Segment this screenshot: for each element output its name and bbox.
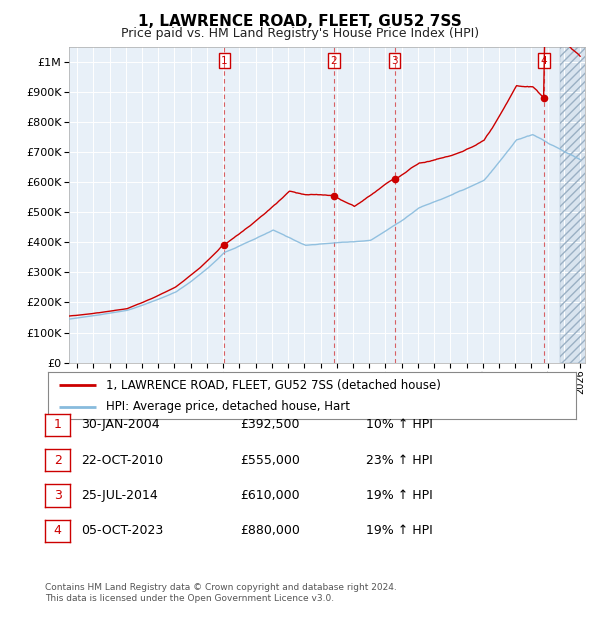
Text: 23% ↑ HPI: 23% ↑ HPI: [366, 454, 433, 466]
Text: 30-JAN-2004: 30-JAN-2004: [81, 418, 160, 431]
Text: 05-OCT-2023: 05-OCT-2023: [81, 525, 163, 537]
Text: 1: 1: [221, 56, 228, 66]
Text: 3: 3: [391, 56, 398, 66]
Text: 25-JUL-2014: 25-JUL-2014: [81, 489, 158, 502]
Text: 19% ↑ HPI: 19% ↑ HPI: [366, 489, 433, 502]
Text: £880,000: £880,000: [240, 525, 300, 537]
Text: 3: 3: [53, 489, 62, 502]
Bar: [560, 46, 593, 363]
Text: 22-OCT-2010: 22-OCT-2010: [81, 454, 163, 466]
Text: 1: 1: [53, 418, 62, 431]
Text: Contains HM Land Registry data © Crown copyright and database right 2024.: Contains HM Land Registry data © Crown c…: [45, 583, 397, 592]
Text: 19% ↑ HPI: 19% ↑ HPI: [366, 525, 433, 537]
Text: This data is licensed under the Open Government Licence v3.0.: This data is licensed under the Open Gov…: [45, 594, 334, 603]
Text: HPI: Average price, detached house, Hart: HPI: Average price, detached house, Hart: [106, 401, 350, 414]
Text: 2: 2: [331, 56, 337, 66]
Text: Price paid vs. HM Land Registry's House Price Index (HPI): Price paid vs. HM Land Registry's House …: [121, 27, 479, 40]
Text: 1, LAWRENCE ROAD, FLEET, GU52 7SS (detached house): 1, LAWRENCE ROAD, FLEET, GU52 7SS (detac…: [106, 379, 441, 391]
Text: £555,000: £555,000: [240, 454, 300, 466]
Text: £610,000: £610,000: [240, 489, 299, 502]
Text: 4: 4: [53, 525, 62, 537]
Text: 10% ↑ HPI: 10% ↑ HPI: [366, 418, 433, 431]
Text: 4: 4: [541, 56, 547, 66]
Bar: [560, 46, 593, 363]
Text: 1, LAWRENCE ROAD, FLEET, GU52 7SS: 1, LAWRENCE ROAD, FLEET, GU52 7SS: [138, 14, 462, 29]
Text: 2: 2: [53, 454, 62, 466]
Text: £392,500: £392,500: [240, 418, 299, 431]
